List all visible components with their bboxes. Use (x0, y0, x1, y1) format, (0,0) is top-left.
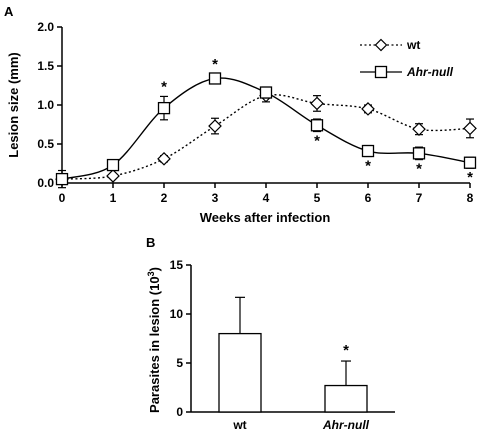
panel-b-y-tick-label: 0 (176, 405, 183, 419)
panel-a-significance-star: * (416, 161, 422, 178)
series-ahr-null-point (310, 119, 324, 132)
series-ahr-null-point (463, 156, 477, 169)
panel-a-significance-star: * (161, 78, 167, 95)
panel-a-x-tick-label: 0 (59, 191, 66, 205)
legend-wt-label: wt (406, 38, 420, 52)
series-ahr-null-point (259, 86, 273, 99)
panel-a-legend: wt Ahr-null (360, 38, 454, 79)
bar-ahr-null (324, 384, 368, 413)
panel-a-x-tick-label: 6 (365, 191, 372, 205)
panel-a-x-tick-label: 3 (212, 191, 219, 205)
panel-a-significance-star: * (365, 157, 371, 174)
bar-wt (218, 332, 262, 413)
panel-a-significance-star: * (212, 56, 218, 73)
panel-a-y-tick-label: 0.0 (37, 176, 54, 190)
series-wt-point (208, 119, 222, 133)
panel-a-significance-markers: * * * * * * (161, 56, 473, 186)
panel-a-y-axis-title: Lesion size (mm) (6, 52, 21, 157)
panel-b-y-axis-title: Parasites in lesion (103) (146, 267, 162, 413)
bar-ahr-null-category-label: Ahr-null (322, 418, 370, 432)
panel-b-letter: B (146, 235, 155, 250)
series-wt-point (157, 151, 171, 166)
bar-wt-category-label: wt (232, 418, 246, 432)
series-wt-point (412, 122, 426, 137)
series-wt-point (361, 102, 375, 116)
panel-a-y-tick-label: 1.0 (37, 98, 54, 112)
legend-wt-diamond-marker (374, 38, 388, 52)
series-wt-line (61, 94, 471, 180)
panel-b-bar-chart: B Parasites in lesion (103) 0 5 10 15 wt Ahr… (146, 235, 395, 432)
panel-a-axes: 0.0 0.5 1.0 1.5 2.0 0 1 2 3 4 5 6 7 8 (37, 20, 473, 205)
panel-a-y-tick-label: 2.0 (37, 20, 54, 34)
panel-a-y-tick-label: 0.5 (37, 137, 54, 151)
series-ahr-null-point (412, 147, 426, 160)
panel-a-letter: A (4, 4, 14, 19)
series-ahr-null-point (208, 72, 222, 85)
panel-a-y-tick-label: 1.5 (37, 59, 54, 73)
series-wt-point (310, 96, 324, 111)
panel-a-x-tick-label: 4 (263, 191, 270, 205)
series-ahr-null-point (157, 101, 171, 115)
panel-a-line-chart: A Lesion size (mm) Weeks after infection… (4, 4, 477, 225)
panel-a-x-axis-title: Weeks after infection (200, 210, 331, 225)
panel-b-y-tick-label: 15 (170, 258, 184, 272)
series-wt-point (106, 169, 120, 183)
series-wt-point (463, 121, 477, 136)
panel-a-series (55, 72, 477, 189)
legend-ahr-null-label: Ahr-null (406, 65, 454, 79)
panel-a-x-tick-label: 7 (416, 191, 423, 205)
panel-a-significance-star: * (314, 133, 320, 150)
panel-b-y-tick-label: 5 (176, 356, 183, 370)
panel-a-x-tick-label: 8 (467, 191, 474, 205)
panel-a-x-tick-label: 1 (110, 191, 117, 205)
series-ahr-null-point (106, 158, 120, 172)
panel-b-significance-star: * (343, 342, 349, 359)
series-ahr-null (55, 72, 477, 189)
panel-a-x-tick-label: 2 (161, 191, 168, 205)
legend-ahr-null-square-marker (374, 65, 388, 79)
series-ahr-null-point (55, 172, 69, 186)
panel-a-x-tick-label: 5 (314, 191, 321, 205)
panel-b-bars: wt Ahr-null * (218, 296, 370, 432)
series-ahr-null-point (361, 144, 375, 158)
panel-b-y-tick-label: 10 (170, 307, 184, 321)
panel-a-significance-star: * (467, 169, 473, 186)
